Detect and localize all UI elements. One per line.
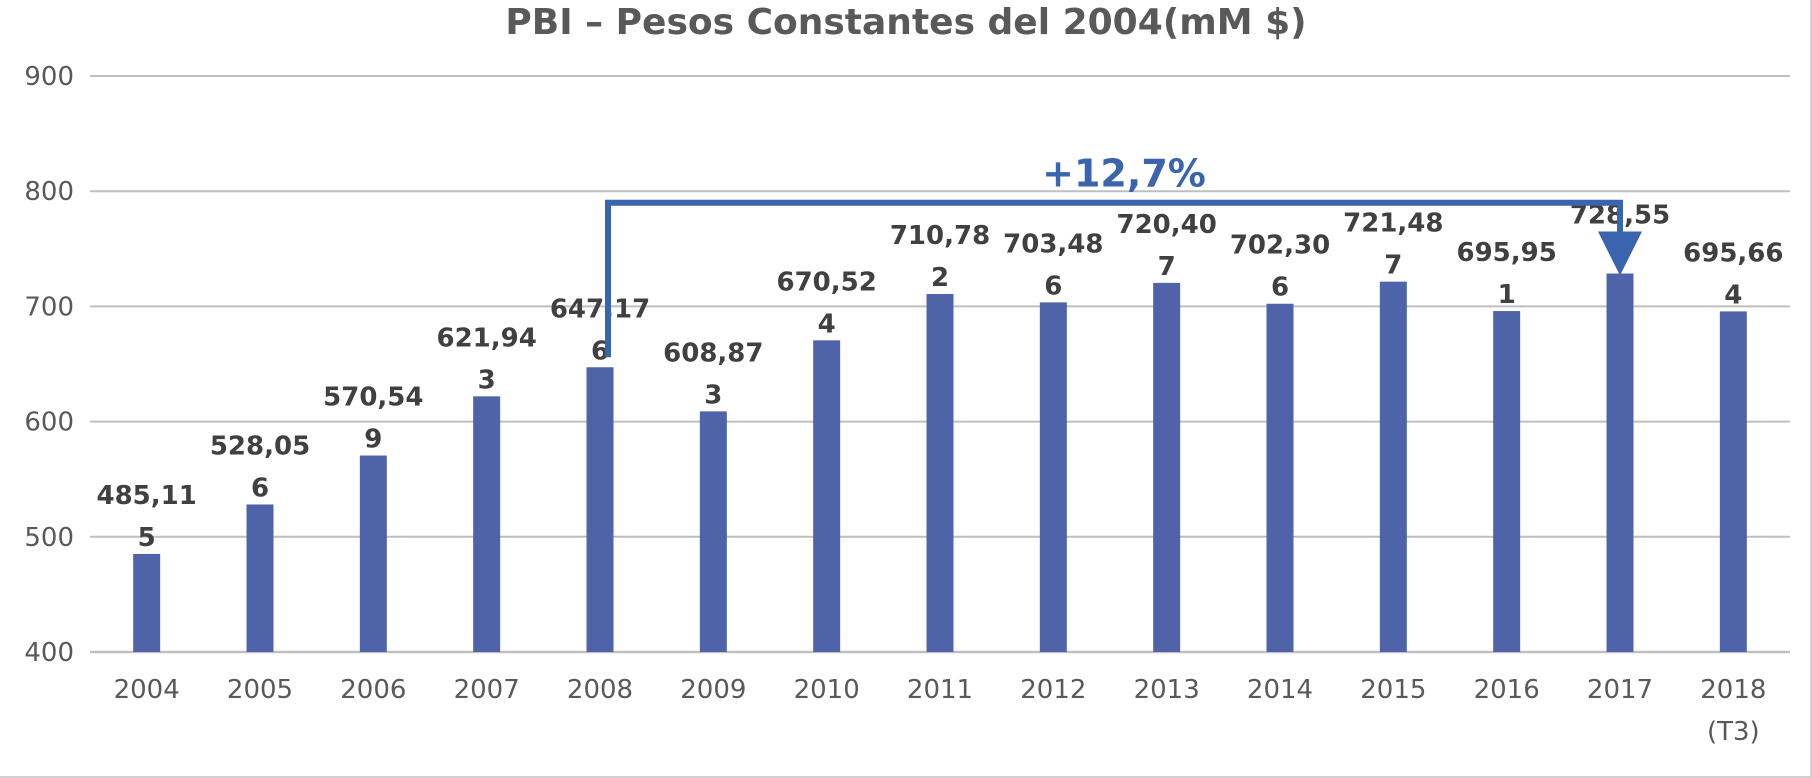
annotation-bracket [605,199,1623,358]
x-tick-label-2018: 2018 [1700,675,1766,705]
data-label-digit-2013: 7 [1158,252,1176,282]
bar-2014 [1266,303,1294,652]
data-label-digit-2010: 4 [818,309,836,339]
data-label-2015: 721,48 [1343,209,1443,239]
x-tick-label-2007: 2007 [454,675,520,705]
bar-2009 [699,411,727,652]
bar-2013 [1153,282,1181,652]
data-label-digit-2009: 3 [704,380,722,410]
annotation-layer: +12,7% [605,152,1642,358]
data-label-digit-2018: 4 [1724,280,1742,310]
y-tick-label-900: 900 [24,62,74,92]
data-label-2011: 710,78 [890,221,990,251]
x-tick-label-2009: 2009 [680,675,746,705]
data-label-2009: 608,87 [663,338,763,368]
bar-2007 [473,396,501,652]
data-label-2016: 695,95 [1456,238,1556,268]
bars-layer [133,273,1747,652]
y-tick-label-400: 400 [24,638,74,668]
x-tick-label-2013: 2013 [1134,675,1200,705]
bar-2005 [246,504,274,652]
x-tick-label-2005: 2005 [227,675,293,705]
bar-2017 [1606,273,1634,652]
bar-2008 [586,367,614,652]
bar-2015 [1379,281,1407,652]
labels-layer: 2004485,1152005528,0562006570,5492007621… [96,201,1783,747]
y-tick-label-500: 500 [24,523,74,553]
grid-layer: 400 500 600 700 800 900 [24,62,1790,668]
data-label-2012: 703,48 [1003,229,1103,259]
data-label-digit-2004: 5 [138,523,156,553]
x-tick-label-2016: 2016 [1474,675,1540,705]
x-tick-label-2012: 2012 [1020,675,1086,705]
data-label-digit-2012: 6 [1044,271,1062,301]
chart-title: PBI – Pesos Constantes del 2004(mM $) [505,2,1306,43]
x-tick-label-2006: 2006 [340,675,406,705]
x-tick-label-2004: 2004 [114,675,180,705]
bar-2012 [1039,302,1067,652]
y-tick-label-800: 800 [24,177,74,207]
data-label-2007: 621,94 [436,323,536,353]
annotation-label: +12,7% [1042,152,1206,196]
annotation-arrowhead [1598,231,1642,276]
x-tick-label-2011: 2011 [907,675,973,705]
bar-2004 [133,553,161,652]
data-label-2008: 647,17 [550,294,650,324]
data-label-2013: 720,40 [1116,210,1216,240]
x-tick-label-2010: 2010 [794,675,860,705]
data-label-2018: 695,66 [1683,238,1783,268]
x-tick-label-2017: 2017 [1587,675,1653,705]
data-label-digit-2005: 6 [251,473,269,503]
data-label-digit-2006: 9 [364,425,382,455]
data-label-2005: 528,05 [210,431,310,461]
data-label-digit-2007: 3 [478,365,496,395]
data-label-digit-2014: 6 [1271,273,1289,303]
data-label-2010: 670,52 [776,267,876,297]
x-tick-label-2008: 2008 [567,675,633,705]
bar-2011 [926,293,954,652]
x-tick-sublabel-2018: (T3) [1707,717,1760,747]
data-label-digit-2015: 7 [1384,251,1402,281]
bar-2006 [359,455,387,652]
bar-2018 [1719,311,1747,652]
data-label-digit-2011: 2 [931,263,949,293]
x-tick-label-2015: 2015 [1360,675,1426,705]
y-tick-label-600: 600 [24,408,74,438]
data-label-2014: 702,30 [1230,231,1330,261]
x-tick-label-2014: 2014 [1247,675,1313,705]
bar-2016 [1493,311,1521,652]
data-label-2004: 485,11 [96,481,196,511]
data-label-2006: 570,54 [323,383,423,413]
y-tick-label-700: 700 [24,292,74,322]
data-label-digit-2008: 6 [591,336,609,366]
data-label-digit-2016: 1 [1498,280,1516,310]
bar-2010 [813,340,841,652]
